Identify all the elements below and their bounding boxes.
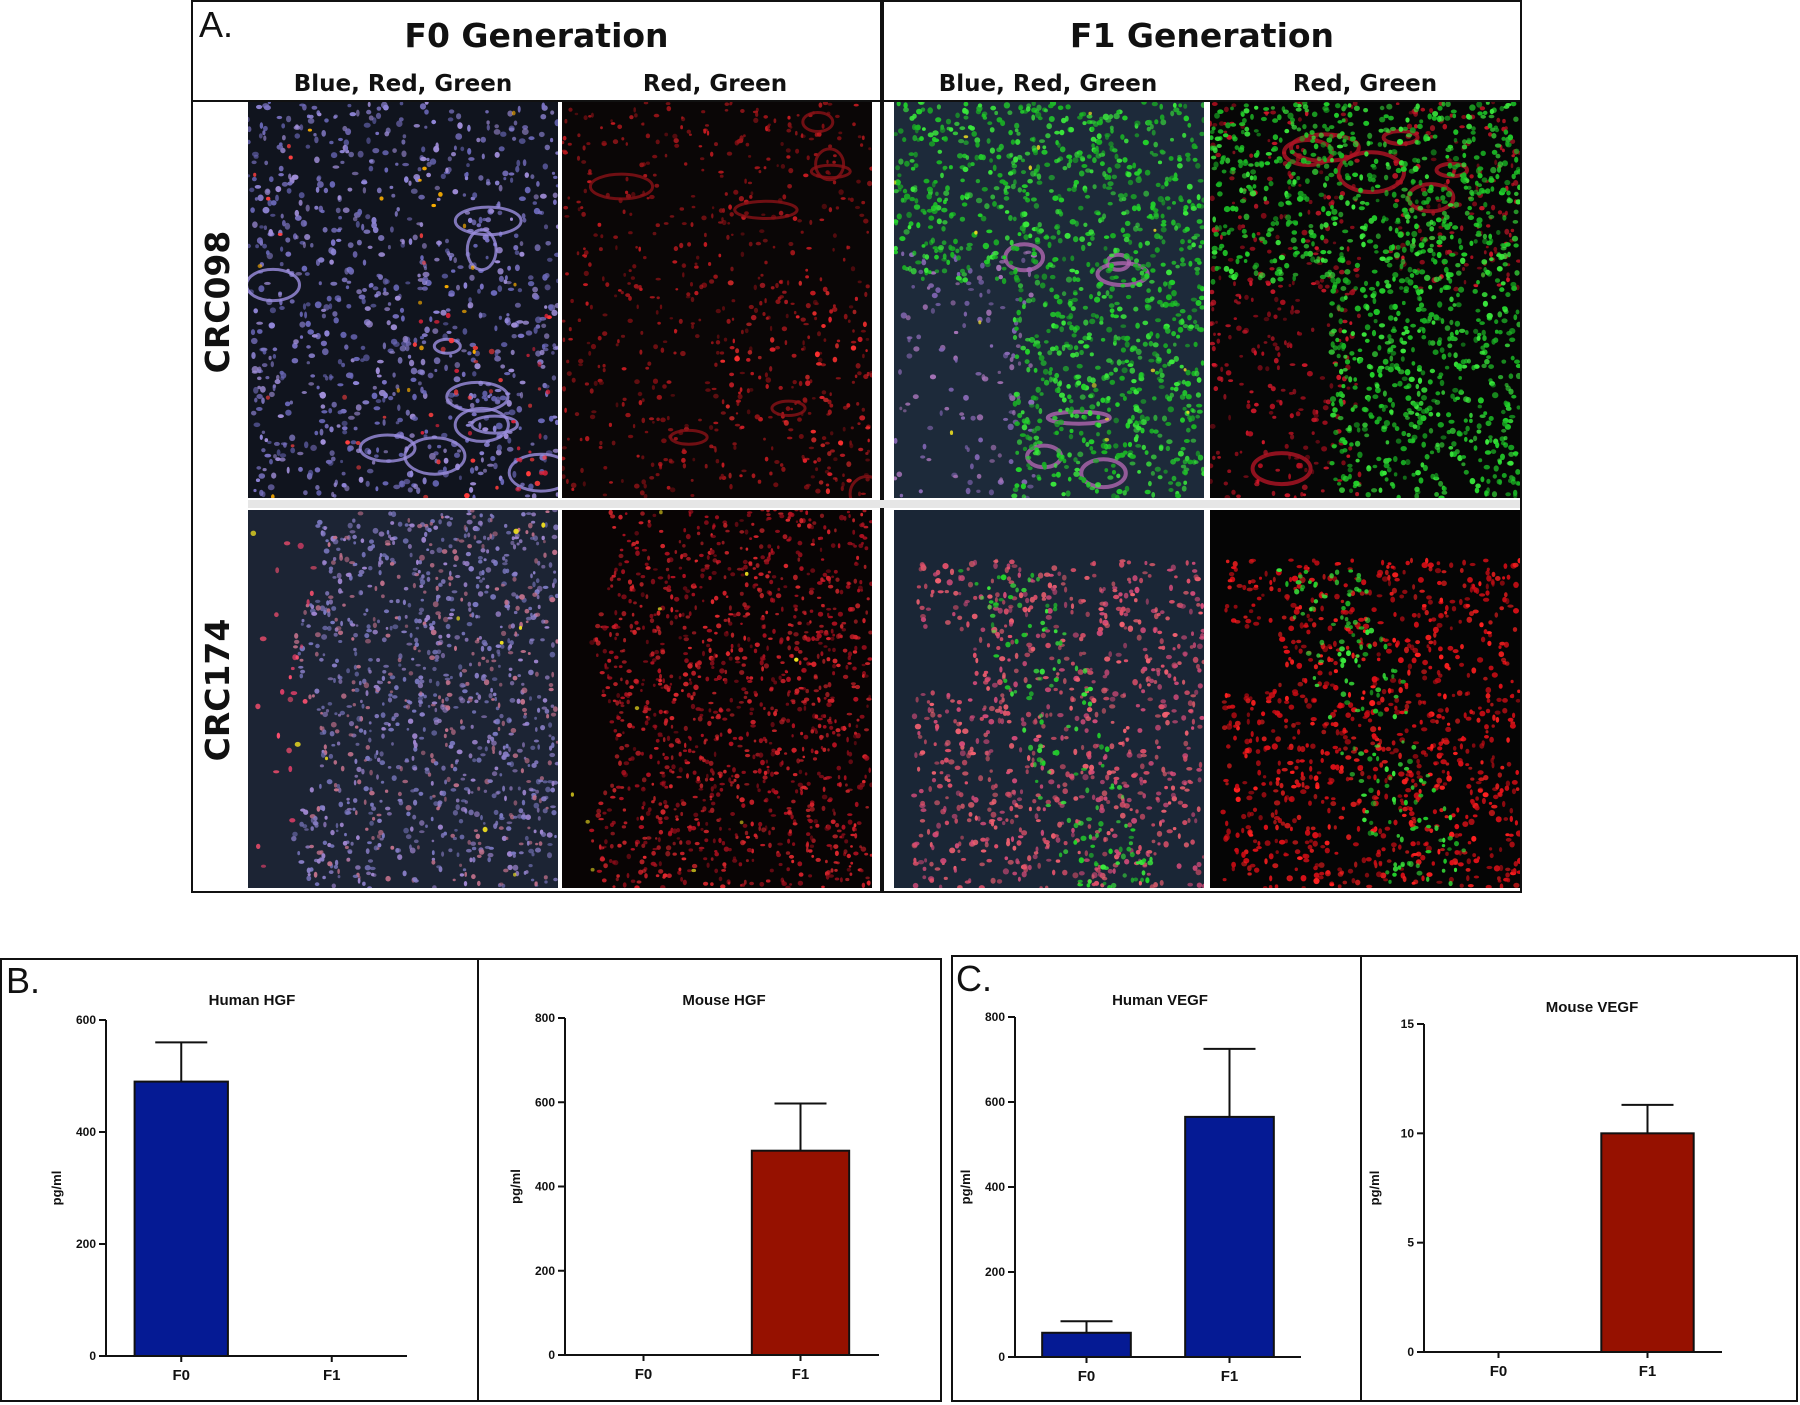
f1-generation-title: F1 Generation: [882, 16, 1522, 55]
y-tick-label: 0: [89, 1349, 96, 1363]
chart-title: Human VEGF: [1112, 992, 1208, 1009]
y-axis-label: pg/ml: [508, 1169, 523, 1204]
y-tick-label: 600: [535, 1095, 555, 1109]
row-label-crc098: CRC098: [198, 222, 238, 382]
bar-f0: [1042, 1333, 1131, 1357]
chart-human-vegf: Human VEGF 0 200 400 600 800 pg/ml F0 F1: [953, 957, 1360, 1400]
y-tick-label: 600: [985, 1095, 1005, 1109]
y-tick-label: 600: [76, 1013, 96, 1027]
y-tick-label: 400: [985, 1180, 1005, 1194]
bar-f1: [752, 1151, 849, 1355]
y-tick-label: 10: [1401, 1126, 1415, 1140]
micrograph-crc098-f1-blue-red-green: [894, 102, 1204, 498]
y-tick-label: 400: [76, 1125, 96, 1139]
chart-mouse-vegf-box: Mouse VEGF 0 5 10 15 pg/ml F0 F1: [1360, 955, 1798, 1402]
bar-f0: [135, 1082, 228, 1356]
f0-col-label-red-green: Red, Green: [560, 71, 870, 97]
y-tick-label: 200: [985, 1265, 1005, 1279]
x-tick-label: F0: [1078, 1368, 1096, 1385]
chart-title: Human HGF: [209, 992, 296, 1009]
f0-generation-title: F0 Generation: [191, 16, 882, 55]
row-divider: [248, 500, 1520, 508]
micrograph-crc174-f0-red-green: [562, 510, 872, 888]
micrograph-crc098-f0-red-green: [562, 102, 872, 498]
micrograph-crc174-f0-blue-red-green: [248, 510, 558, 888]
x-tick-label: F0: [635, 1366, 653, 1383]
y-tick-label: 15: [1401, 1017, 1415, 1031]
x-tick-label: F1: [1221, 1368, 1239, 1385]
y-tick-label: 0: [998, 1350, 1005, 1364]
f0-col-label-blue-red-green: Blue, Red, Green: [248, 71, 558, 97]
y-axis-label: pg/ml: [49, 1171, 64, 1206]
f1-col-label-red-green: Red, Green: [1210, 71, 1520, 97]
chart-human-vegf-box: Human VEGF 0 200 400 600 800 pg/ml F0 F1: [951, 955, 1362, 1402]
x-tick-label: F0: [1490, 1363, 1508, 1380]
y-tick-label: 400: [535, 1180, 555, 1194]
y-tick-label: 200: [76, 1237, 96, 1251]
f1-col-label-blue-red-green: Blue, Red, Green: [893, 71, 1203, 97]
x-tick-label: F0: [172, 1367, 190, 1384]
chart-mouse-hgf-box: Mouse HGF 0 200 400 600 800 pg/ml F0 F1: [477, 958, 942, 1402]
chart-mouse-vegf: Mouse VEGF 0 5 10 15 pg/ml F0 F1: [1362, 957, 1796, 1400]
chart-title: Mouse VEGF: [1546, 999, 1639, 1016]
panel-c-letter: C.: [956, 958, 992, 1000]
chart-human-hgf: Human HGF 0 200 400 600 pg/ml F0 F1: [2, 960, 477, 1400]
bar-f1: [1601, 1133, 1693, 1352]
x-tick-label: F1: [1639, 1363, 1657, 1380]
chart-title: Mouse HGF: [682, 992, 765, 1009]
micrograph-crc098-f0-blue-red-green: [248, 102, 558, 498]
y-tick-label: 5: [1407, 1236, 1414, 1250]
y-tick-label: 800: [535, 1011, 555, 1025]
y-tick-label: 200: [535, 1264, 555, 1278]
chart-mouse-hgf: Mouse HGF 0 200 400 600 800 pg/ml F0 F1: [479, 960, 940, 1400]
x-tick-label: F1: [323, 1367, 341, 1384]
y-tick-label: 800: [985, 1010, 1005, 1024]
panel-b-letter: B.: [6, 960, 40, 1002]
bar-f1: [1185, 1117, 1274, 1357]
y-axis-label: pg/ml: [1367, 1171, 1382, 1206]
micrograph-crc098-f1-red-green: [1210, 102, 1520, 498]
chart-human-hgf-box: Human HGF 0 200 400 600 pg/ml F0 F1: [0, 958, 479, 1402]
row-label-crc174: CRC174: [198, 610, 238, 770]
y-tick-label: 0: [548, 1348, 555, 1362]
micrograph-crc174-f1-red-green: [1210, 510, 1520, 888]
x-tick-label: F1: [792, 1366, 810, 1383]
y-axis-label: pg/ml: [958, 1170, 973, 1205]
micrograph-crc174-f1-blue-red-green: [894, 510, 1204, 888]
y-tick-label: 0: [1407, 1345, 1414, 1359]
